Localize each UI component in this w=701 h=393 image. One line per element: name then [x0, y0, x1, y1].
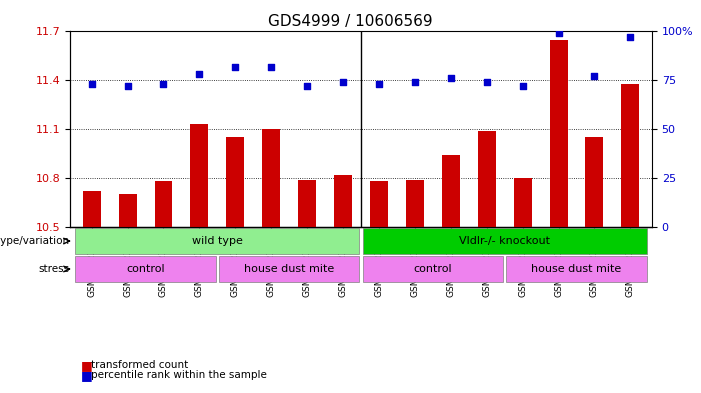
- Text: control: control: [414, 264, 452, 274]
- Point: [266, 64, 277, 70]
- Bar: [478, 131, 496, 227]
- Bar: [514, 178, 531, 227]
- Bar: [191, 124, 208, 227]
- FancyBboxPatch shape: [219, 255, 359, 283]
- Text: wild type: wild type: [192, 236, 243, 246]
- Bar: [621, 84, 639, 227]
- FancyBboxPatch shape: [363, 255, 503, 283]
- FancyBboxPatch shape: [76, 228, 359, 254]
- Bar: [262, 129, 280, 227]
- Text: control: control: [126, 264, 165, 274]
- Point: [445, 75, 456, 81]
- Point: [337, 79, 348, 85]
- Text: stress: stress: [39, 264, 69, 274]
- Bar: [83, 191, 101, 227]
- Bar: [226, 138, 244, 227]
- Bar: [585, 138, 604, 227]
- Bar: [334, 175, 352, 227]
- Point: [230, 64, 241, 70]
- Text: genotype/variation: genotype/variation: [0, 236, 69, 246]
- Text: percentile rank within the sample: percentile rank within the sample: [91, 370, 267, 380]
- Point: [409, 79, 421, 85]
- Text: transformed count: transformed count: [91, 360, 189, 371]
- Bar: [406, 180, 424, 227]
- Point: [589, 73, 600, 79]
- Bar: [370, 182, 388, 227]
- Point: [158, 81, 169, 87]
- FancyBboxPatch shape: [76, 255, 216, 283]
- FancyBboxPatch shape: [363, 228, 646, 254]
- Text: ■: ■: [81, 359, 93, 372]
- Text: house dust mite: house dust mite: [244, 264, 334, 274]
- Text: ■: ■: [81, 369, 93, 382]
- FancyBboxPatch shape: [507, 255, 646, 283]
- Point: [193, 72, 205, 78]
- Point: [625, 34, 636, 40]
- Text: GDS4999 / 10606569: GDS4999 / 10606569: [268, 14, 433, 29]
- Bar: [550, 40, 568, 227]
- Point: [122, 83, 133, 89]
- Bar: [298, 180, 316, 227]
- Bar: [442, 155, 460, 227]
- Point: [86, 81, 97, 87]
- Bar: [118, 195, 137, 227]
- Point: [481, 79, 492, 85]
- Point: [301, 83, 313, 89]
- Point: [374, 81, 385, 87]
- Text: house dust mite: house dust mite: [531, 264, 622, 274]
- Text: Vldlr-/- knockout: Vldlr-/- knockout: [459, 236, 550, 246]
- Bar: [154, 182, 172, 227]
- Point: [553, 30, 564, 37]
- Point: [517, 83, 529, 89]
